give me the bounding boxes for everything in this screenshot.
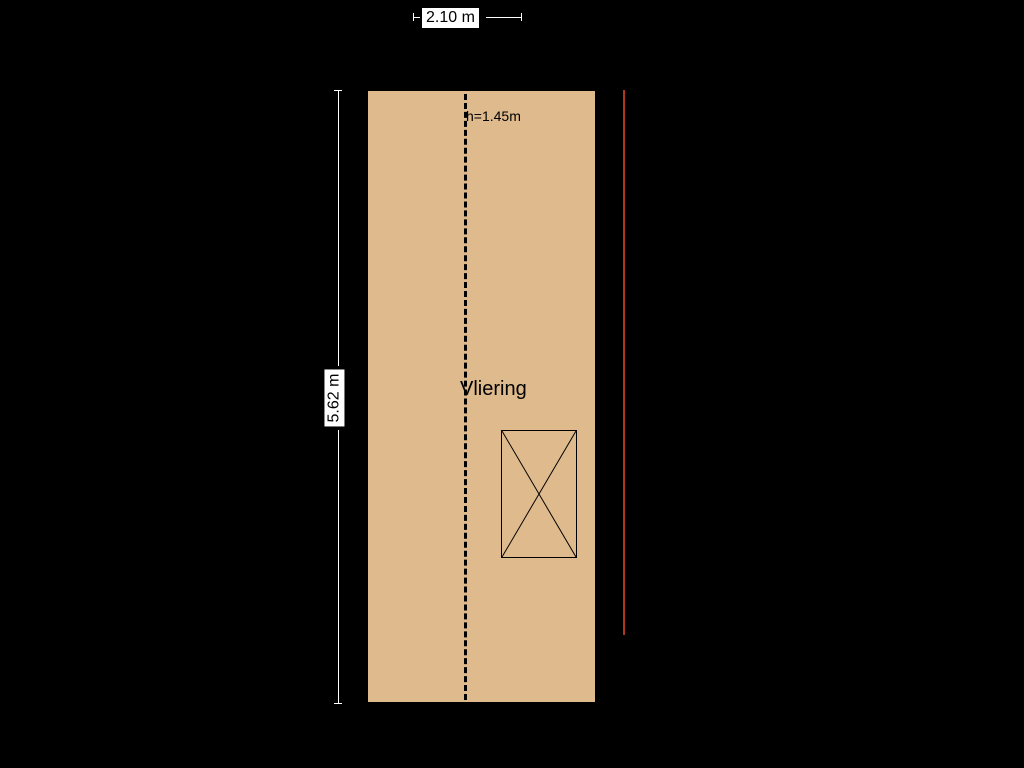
dim-left-tick-top xyxy=(334,90,342,91)
dim-top-tick-right xyxy=(521,13,522,21)
hatch-opening xyxy=(501,430,577,558)
dim-height-label: 5.62 m xyxy=(324,370,344,427)
room-name-label: Vliering xyxy=(460,378,527,401)
dim-left-line-top xyxy=(338,90,339,366)
dim-left-line-bottom xyxy=(338,430,339,703)
floorplan-canvas: Vliering h=1.45m 2.10 m 5.62 m xyxy=(0,0,1024,768)
dim-top-line-right xyxy=(486,17,521,18)
right-red-edge xyxy=(623,90,625,635)
dim-left-tick-bottom xyxy=(334,703,342,704)
height-annotation: h=1.45m xyxy=(466,108,521,124)
dim-top-tick-left xyxy=(413,13,414,21)
dim-width-label: 2.10 m xyxy=(422,8,479,28)
dim-top-line-left xyxy=(413,17,420,18)
